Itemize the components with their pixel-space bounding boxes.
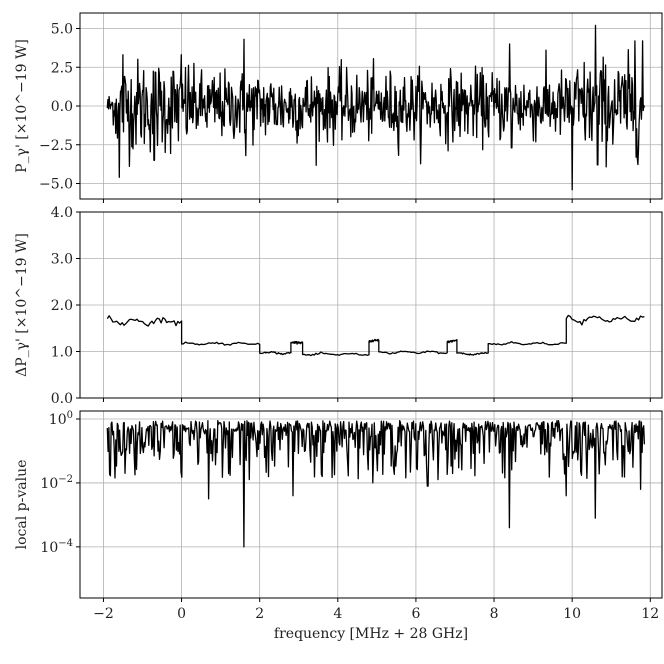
y-axis-label-uncertainty: ΔP_γ' [×10^−19 W] (14, 233, 30, 377)
y-axis-label-power: P_γ' [×10^−19 W] (14, 39, 30, 173)
panel-frame (79, 410, 663, 599)
y-tick-label: 0.0 (51, 391, 73, 407)
pvalue-panel: 100 10−2 10−4 −2 0 2 4 6 8 10 12 local p-value (14, 410, 663, 622)
panel-frame (79, 12, 663, 200)
y-tick-label: 4.0 (51, 205, 73, 221)
x-tick-label: 2 (255, 606, 264, 622)
uncertainty-series-line (106, 314, 645, 357)
y-tick-label: 10−4 (40, 538, 73, 556)
y-tick-label: 10−2 (40, 474, 73, 492)
y-tick-label: 1.0 (51, 345, 73, 361)
x-tick-label: 4 (333, 606, 342, 622)
y-tick-label: 100 (49, 410, 73, 428)
pvalue-series-line (106, 419, 646, 548)
power-panel: 5.0 2.5 0.0 −2.5 −5.0 P_γ' [×10^−19 W] (14, 12, 663, 203)
x-tick-label: −2 (93, 606, 114, 622)
power-series-line (106, 24, 646, 191)
y-tick-label: 2.0 (51, 298, 73, 314)
x-tick-label: 6 (411, 606, 420, 622)
x-tick-label: 12 (641, 606, 659, 622)
y-tick-label: 0.0 (51, 99, 73, 115)
panel-frame (79, 211, 663, 399)
y-tick-label: −2.5 (39, 138, 73, 154)
x-tick-label: 8 (490, 606, 499, 622)
y-tick-label: 5.0 (51, 22, 73, 38)
uncertainty-panel: 4.0 3.0 2.0 1.0 0.0 ΔP_γ' [×10^−19 W] (14, 205, 663, 407)
y-tick-label: −5.0 (39, 177, 73, 193)
x-tick-label: 0 (177, 606, 186, 622)
x-axis-label: frequency [MHz + 28 GHz] (274, 626, 468, 642)
x-tick-label: 10 (563, 606, 581, 622)
y-axis-label-pvalue: local p-value (14, 460, 30, 550)
y-tick-label: 3.0 (51, 252, 73, 268)
y-tick-label: 2.5 (51, 60, 73, 76)
